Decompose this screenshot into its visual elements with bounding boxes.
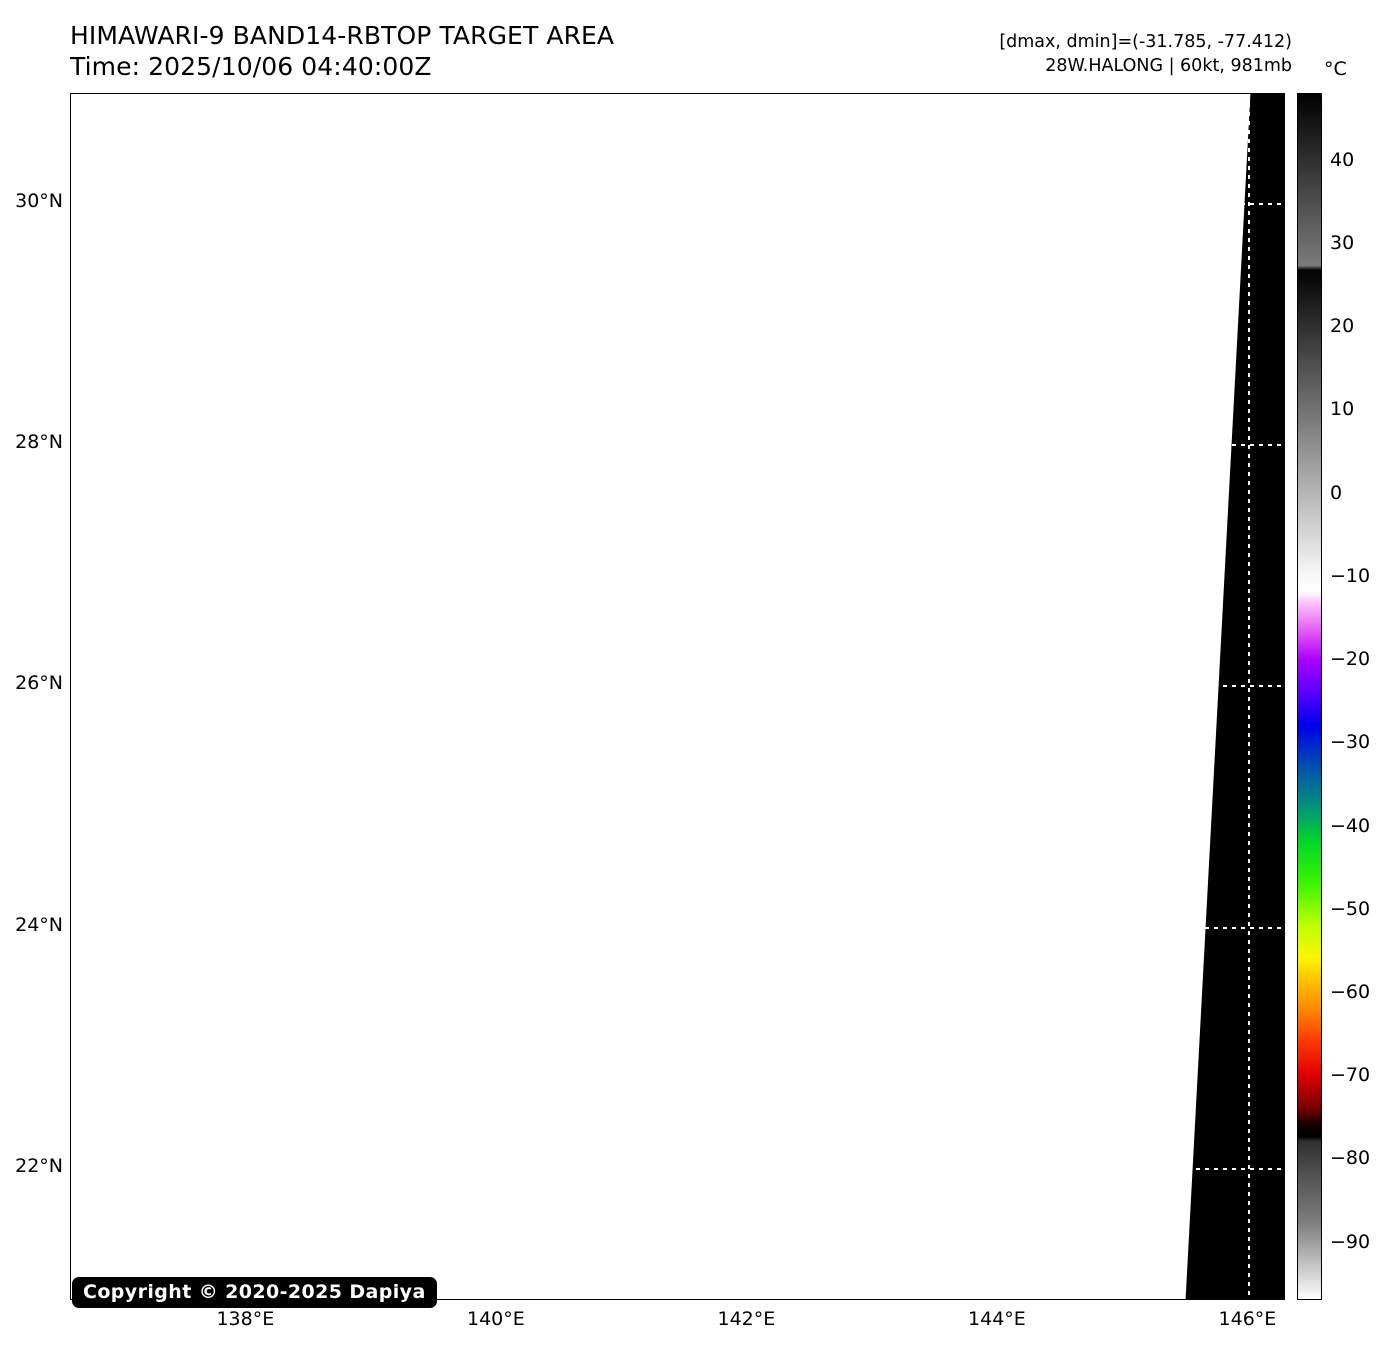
ytick-label-4: 22°N [15, 1155, 63, 1178]
copyright-watermark: Copyright © 2020-2025 Dapiya [72, 1277, 437, 1308]
colorbar-tick-6: −20 [1330, 648, 1371, 671]
ytick-label-3: 24°N [15, 913, 63, 936]
data-minmax-label: [dmax, dmin]=(-31.785, -77.412) [999, 32, 1292, 52]
ytick-label-2: 26°N [15, 672, 63, 695]
header-annotations: [dmax, dmin]=(-31.785, -77.412) 28W.HALO… [999, 30, 1292, 78]
timestamp-label: Time: 2025/10/06 04:40:00Z [70, 52, 432, 81]
colorbar-tick-0: 40 [1330, 148, 1355, 171]
colorbar-tick-5: −10 [1330, 564, 1371, 587]
colorbar-tick-2: 20 [1330, 315, 1355, 338]
temperature-colorbar[interactable] [1297, 93, 1322, 1300]
colorbar-tick-13: −90 [1330, 1230, 1371, 1253]
satellite-imagery-canvas [71, 94, 1284, 1299]
xtick-label-2: 142°E [717, 1308, 776, 1330]
colorbar-gradient [1298, 94, 1321, 1299]
colorbar-tick-10: −60 [1330, 981, 1371, 1003]
colorbar-tick-4: 0 [1330, 481, 1343, 504]
xtick-label-4: 146°E [1218, 1308, 1277, 1330]
title-block: HIMAWARI-9 BAND14-RBTOP TARGET AREA Time… [70, 20, 614, 82]
colorbar-tick-7: −30 [1330, 731, 1371, 754]
colorbar-tick-9: −50 [1330, 897, 1371, 920]
ytick-label-1: 28°N [15, 431, 63, 454]
xtick-label-0: 138°E [216, 1308, 275, 1330]
colorbar-tick-1: 30 [1330, 231, 1355, 254]
page-title: HIMAWARI-9 BAND14-RBTOP TARGET AREA [70, 21, 615, 50]
storm-info-label: 28W.HALONG | 60kt, 981mb [1045, 56, 1292, 76]
xtick-label-3: 144°E [968, 1308, 1026, 1330]
colorbar-unit-label: °C [1324, 58, 1347, 80]
colorbar-tick-11: −70 [1330, 1064, 1371, 1087]
colorbar-tick-12: −80 [1330, 1147, 1371, 1170]
colorbar-tick-8: −40 [1330, 814, 1371, 837]
ytick-label-0: 30°N [15, 189, 63, 212]
xtick-label-1: 140°E [466, 1308, 525, 1330]
satellite-image-plot[interactable] [70, 93, 1285, 1300]
colorbar-tick-3: 10 [1330, 398, 1355, 421]
